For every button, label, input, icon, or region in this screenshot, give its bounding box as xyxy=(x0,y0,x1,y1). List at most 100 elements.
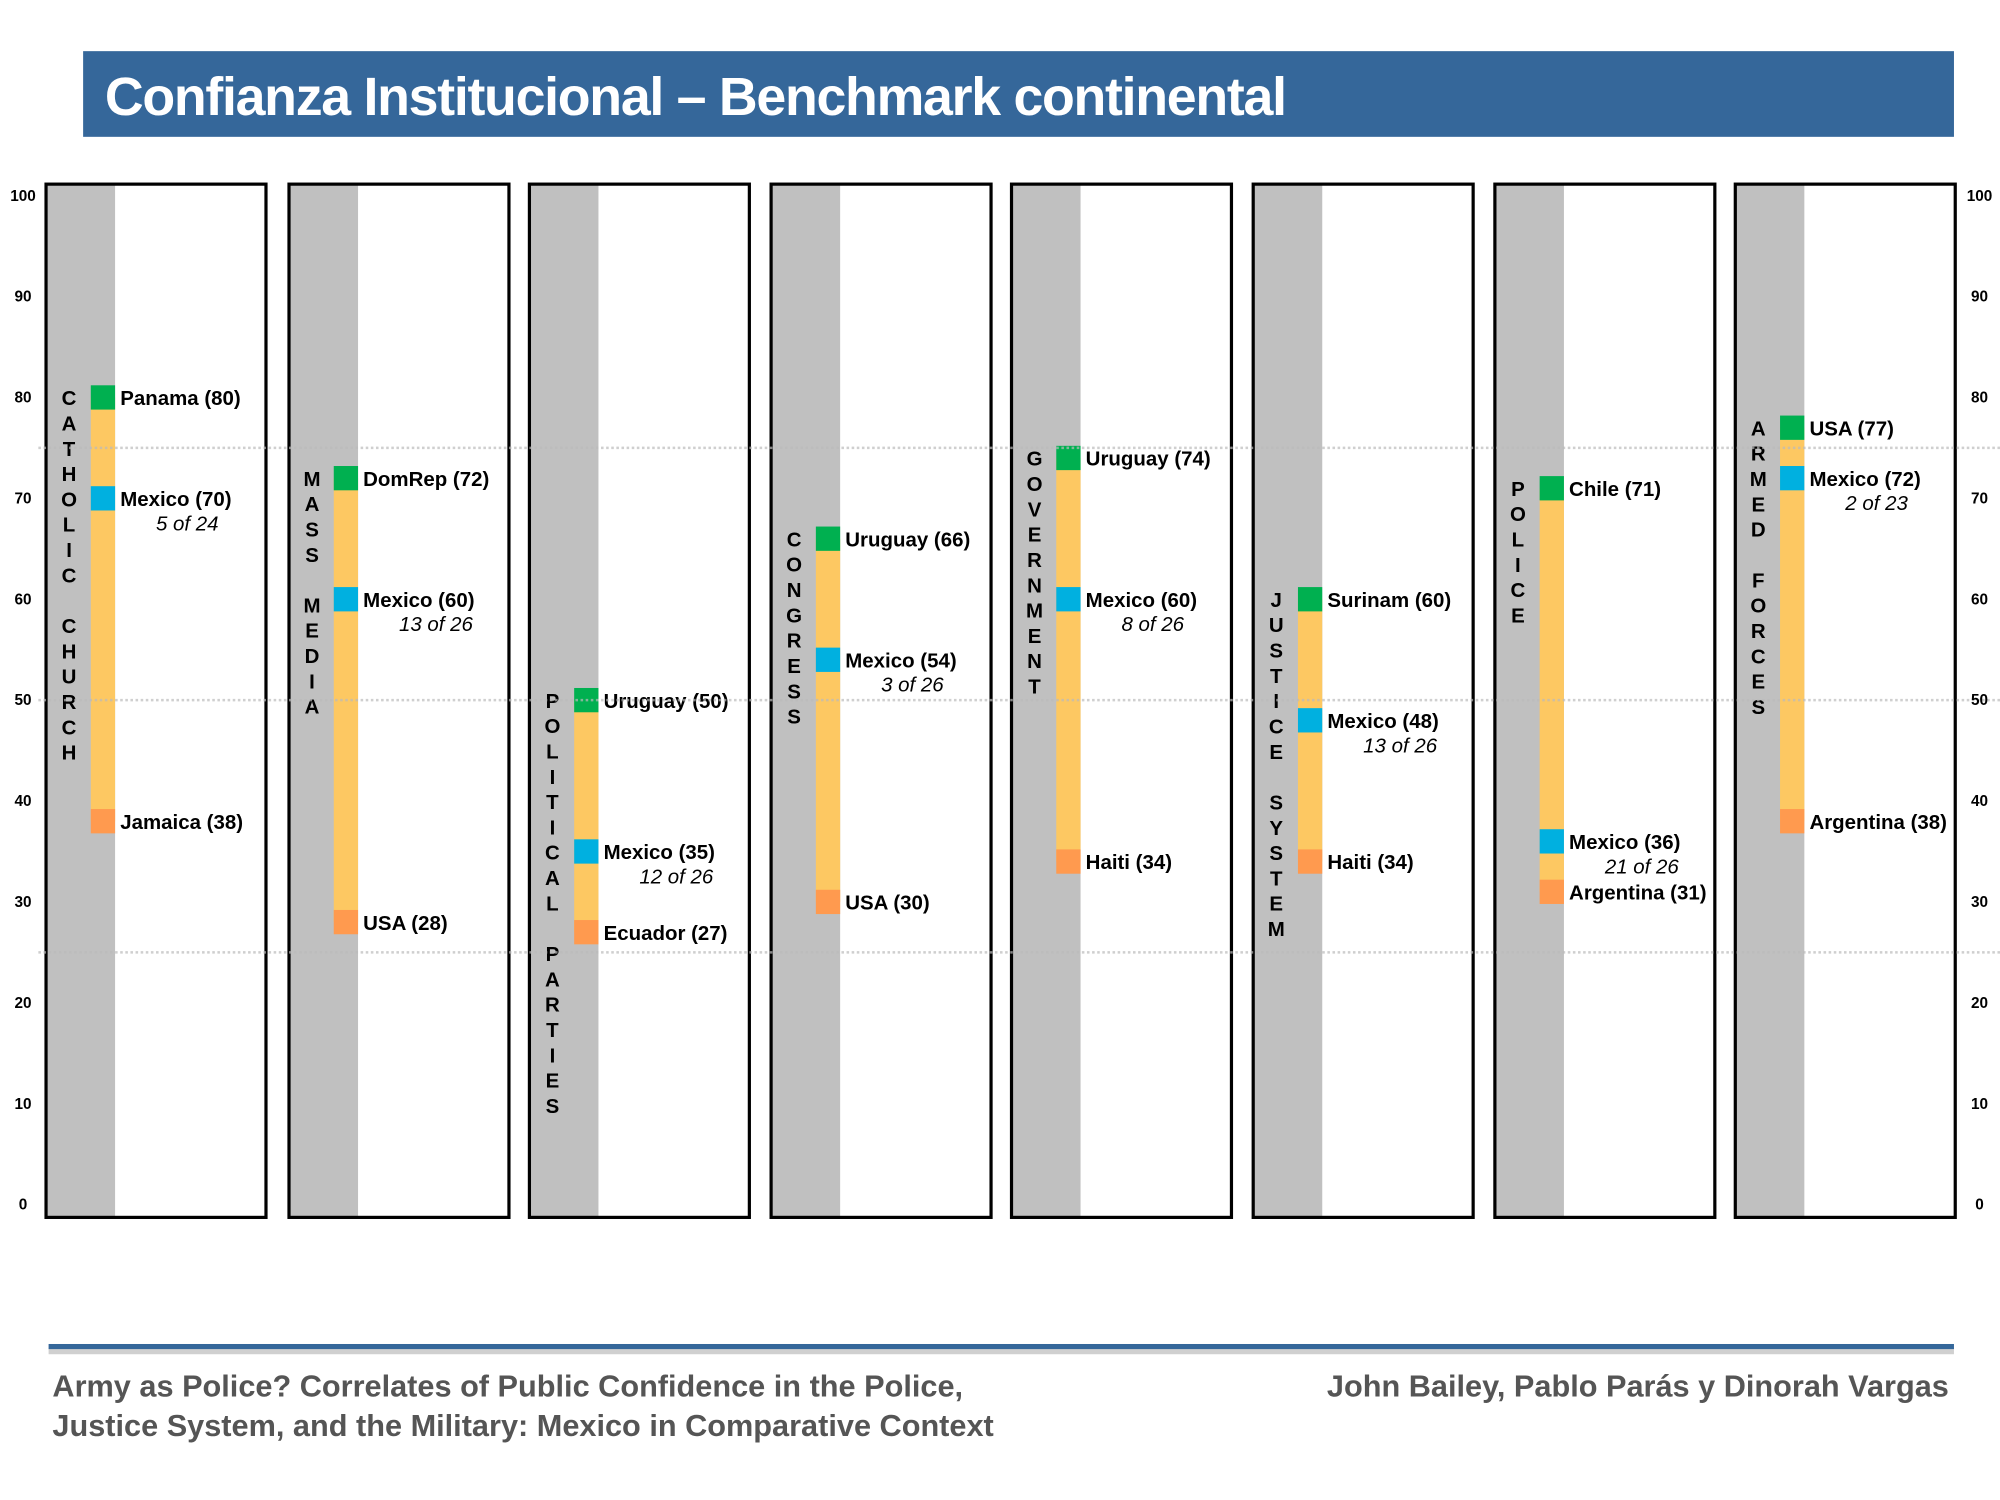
range-bar xyxy=(574,700,599,933)
bottom-marker xyxy=(1780,809,1805,834)
category-letter: M xyxy=(1026,600,1043,623)
category-letter: V xyxy=(1028,498,1042,521)
mexico-marker xyxy=(333,587,359,612)
y-tick-right: 50 xyxy=(1971,692,1988,709)
category-letter: P xyxy=(1511,478,1525,501)
y-tick-right: 10 xyxy=(1971,1096,1988,1113)
mexico-marker xyxy=(1539,829,1564,854)
category-letter: E xyxy=(1028,524,1042,547)
y-tick-left: 50 xyxy=(14,692,31,709)
category-letter: A xyxy=(1751,417,1766,440)
category-letter: E xyxy=(787,655,801,678)
category-letter: M xyxy=(303,468,320,491)
category-letter: P xyxy=(546,943,560,966)
category-letter: E xyxy=(1511,605,1525,628)
category-letter: H xyxy=(62,640,77,663)
category-letter: C xyxy=(62,387,77,410)
range-bar xyxy=(1056,457,1081,862)
range-bar xyxy=(1539,488,1564,892)
bottom-marker xyxy=(90,809,116,834)
y-tick-left: 40 xyxy=(14,793,31,810)
mexico-label: Mexico (35) xyxy=(604,841,715,864)
category-letter: C xyxy=(787,528,802,551)
bottom-label: Haiti (34) xyxy=(1327,851,1413,874)
category-letter: D xyxy=(1751,519,1766,542)
category-letter: T xyxy=(1028,676,1041,699)
category-letter: N xyxy=(1027,650,1042,673)
y-tick-left: 20 xyxy=(14,995,31,1012)
footer-shadow xyxy=(48,1347,1954,1355)
category-letter: S xyxy=(1269,791,1283,814)
mexico-rank: 3 of 26 xyxy=(881,674,944,697)
category-letter: S xyxy=(787,680,801,703)
top-label: Panama (80) xyxy=(120,387,241,410)
bottom-label: Argentina (38) xyxy=(1809,811,1947,834)
y-tick-right: 30 xyxy=(1971,894,1988,911)
category-letter: I xyxy=(1273,690,1279,713)
mexico-marker xyxy=(574,839,599,864)
category-letter: F xyxy=(1752,569,1765,592)
bottom-label: Argentina (31) xyxy=(1569,882,1707,905)
category-letter: I xyxy=(550,816,556,839)
category-letter: N xyxy=(1027,574,1042,597)
bottom-label: Ecuador (27) xyxy=(604,922,728,945)
category-letter: I xyxy=(550,766,556,789)
range-bar xyxy=(815,538,841,902)
category-letter: S xyxy=(1269,640,1283,663)
category-letter: Y xyxy=(1269,817,1283,840)
y-tick-right: 80 xyxy=(1971,390,1988,407)
category-letter: I xyxy=(66,539,72,562)
header-bar xyxy=(83,51,1954,137)
y-tick-right: 40 xyxy=(1971,793,1988,810)
category-letter: C xyxy=(62,716,77,739)
mexico-label: Mexico (48) xyxy=(1327,710,1438,733)
y-tick-left: 90 xyxy=(14,289,31,306)
category-letter: G xyxy=(786,604,802,627)
mexico-rank: 8 of 26 xyxy=(1121,613,1184,636)
category-letter: E xyxy=(305,620,319,643)
category-letter: O xyxy=(1027,473,1043,496)
category-letter: E xyxy=(1269,893,1283,916)
category-letter: H xyxy=(62,463,77,486)
category-letter: O xyxy=(1750,595,1766,618)
top-label: Uruguay (74) xyxy=(1086,448,1211,471)
category-letter: S xyxy=(787,706,801,729)
bottom-marker xyxy=(815,889,841,915)
source-line-2: Justice System, and the Military: Mexico… xyxy=(52,1408,993,1443)
category-letter: E xyxy=(546,1070,560,1093)
category-letter: L xyxy=(546,740,559,763)
category-letter: O xyxy=(786,554,802,577)
category-letter: L xyxy=(1512,529,1525,552)
category-letter: I xyxy=(1515,554,1521,577)
bottom-label: Jamaica (38) xyxy=(120,811,243,834)
top-label: USA (77) xyxy=(1809,417,1893,440)
y-tick-left: 10 xyxy=(14,1096,31,1113)
category-letter: M xyxy=(303,594,320,617)
category-letter: A xyxy=(545,968,560,991)
category-letter: D xyxy=(305,645,320,668)
top-label: Uruguay (50) xyxy=(604,690,729,713)
y-tick-left: 30 xyxy=(14,894,31,911)
mexico-label: Mexico (60) xyxy=(1086,589,1197,612)
category-letter: S xyxy=(305,518,319,541)
page-title: Confianza Institucional – Benchmark cont… xyxy=(105,67,1286,127)
panel-border xyxy=(1493,182,1717,1219)
y-tick-right: 60 xyxy=(1971,591,1988,608)
category-letter: P xyxy=(546,690,560,713)
top-marker xyxy=(1780,415,1805,440)
mexico-rank: 13 of 26 xyxy=(1363,734,1438,757)
bottom-label: USA (28) xyxy=(363,912,447,935)
category-letter: R xyxy=(1751,620,1766,643)
mexico-marker xyxy=(1780,466,1805,491)
category-letter: O xyxy=(544,715,560,738)
top-marker xyxy=(1539,476,1564,501)
y-tick-left: 70 xyxy=(14,490,31,507)
category-letter: S xyxy=(1269,842,1283,865)
top-marker xyxy=(1056,445,1081,471)
mexico-label: Mexico (54) xyxy=(845,649,956,672)
category-letter: T xyxy=(1270,867,1283,890)
mexico-rank: 13 of 26 xyxy=(399,613,474,636)
mexico-label: Mexico (72) xyxy=(1809,468,1920,491)
category-letter: N xyxy=(787,579,802,602)
